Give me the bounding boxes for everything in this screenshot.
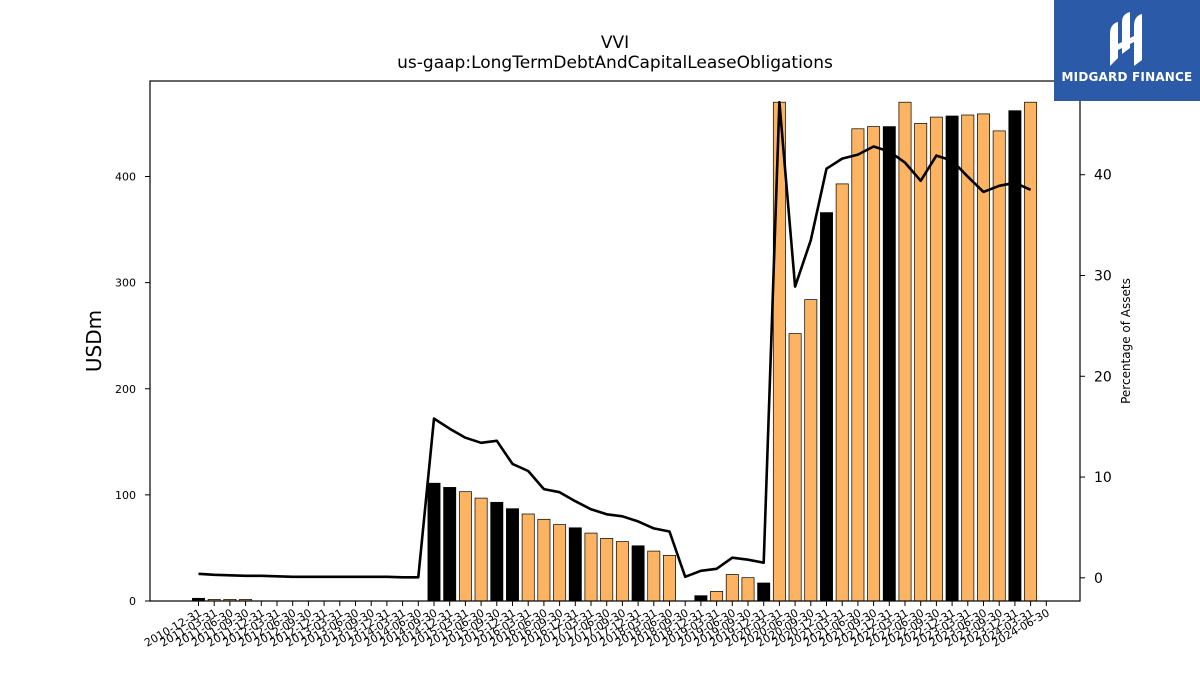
y-right-tick-label: 40	[1094, 168, 1112, 184]
y-tick-label: 100	[115, 489, 136, 502]
y-axis-right: 0 10 20 30 40	[1080, 168, 1112, 587]
y-tick-label: 300	[115, 277, 136, 290]
bar-2015-06-30	[474, 497, 488, 602]
bar-2017-03-31	[584, 532, 598, 602]
y-tick-label: 400	[115, 171, 136, 184]
bar-2017-09-30	[615, 541, 629, 602]
plot-frame	[149, 80, 1081, 602]
logo-mark-icon	[1110, 12, 1142, 66]
x-axis: 2010-12-312011-03-312011-06-302011-09-30…	[142, 601, 1052, 650]
bar-2019-03-31	[710, 591, 724, 602]
bar-2022-06-30	[914, 123, 928, 602]
bar-2016-09-30	[553, 524, 567, 602]
logo: MIDGARD FINANCE	[1054, 0, 1200, 101]
bar-2021-12-31	[882, 126, 896, 602]
bar-2023-03-31	[961, 114, 975, 602]
bar-2015-09-30	[490, 501, 504, 602]
bar-2015-12-31	[506, 508, 519, 602]
bar-2020-12-31	[820, 212, 833, 602]
chart-title: VVI	[601, 33, 629, 53]
y-right-tick-label: 30	[1094, 268, 1112, 284]
y-right-tick-label: 10	[1094, 470, 1112, 486]
bar-2019-09-30	[741, 577, 755, 602]
bar-2014-09-30	[427, 482, 441, 602]
bar-2021-06-30	[851, 128, 865, 602]
y-tick-label: 200	[115, 383, 136, 396]
bar-2020-03-31	[772, 101, 786, 602]
bar-2022-09-30	[929, 116, 943, 602]
bar-2016-06-30	[537, 518, 551, 602]
bar-2022-03-31	[898, 101, 912, 602]
y-right-tick-label: 0	[1094, 571, 1103, 587]
bar-2016-12-31	[568, 527, 582, 602]
bar-2021-09-30	[867, 126, 881, 602]
bar-2018-06-30	[663, 555, 676, 602]
bar-2021-03-31	[835, 183, 849, 602]
line-group	[198, 100, 1032, 579]
bar-2015-03-31	[458, 491, 472, 602]
bar-2022-12-31	[945, 115, 959, 602]
bar-2016-03-31	[521, 513, 535, 602]
bar-2017-06-30	[600, 538, 614, 602]
bars-group	[192, 101, 1038, 602]
bar-2020-06-30	[788, 333, 802, 602]
chart-subtitle: us-gaap:LongTermDebtAndCapitalLeaseOblig…	[397, 53, 833, 73]
y-axis-right-label: Percentage of Assets	[1119, 278, 1133, 404]
bar-2019-12-31	[757, 582, 771, 602]
y-axis-left: 0 100 200 300 400	[115, 171, 150, 608]
bar-2018-03-31	[647, 550, 661, 602]
bar-2020-09-30	[804, 299, 818, 602]
percentage-line	[198, 100, 1032, 579]
bar-2023-09-30	[992, 130, 1006, 602]
y-right-tick-label: 20	[1094, 369, 1112, 385]
bar-2017-12-31	[631, 545, 645, 602]
bar-2019-06-30	[725, 574, 739, 602]
bar-2024-03-31	[1024, 101, 1038, 602]
logo-text: MIDGARD FINANCE	[1061, 70, 1193, 84]
y-axis-label: USDm	[82, 310, 106, 372]
bar-2014-12-31	[443, 487, 457, 602]
bar-2018-12-31	[694, 595, 708, 602]
y-tick-label: 0	[129, 595, 136, 608]
